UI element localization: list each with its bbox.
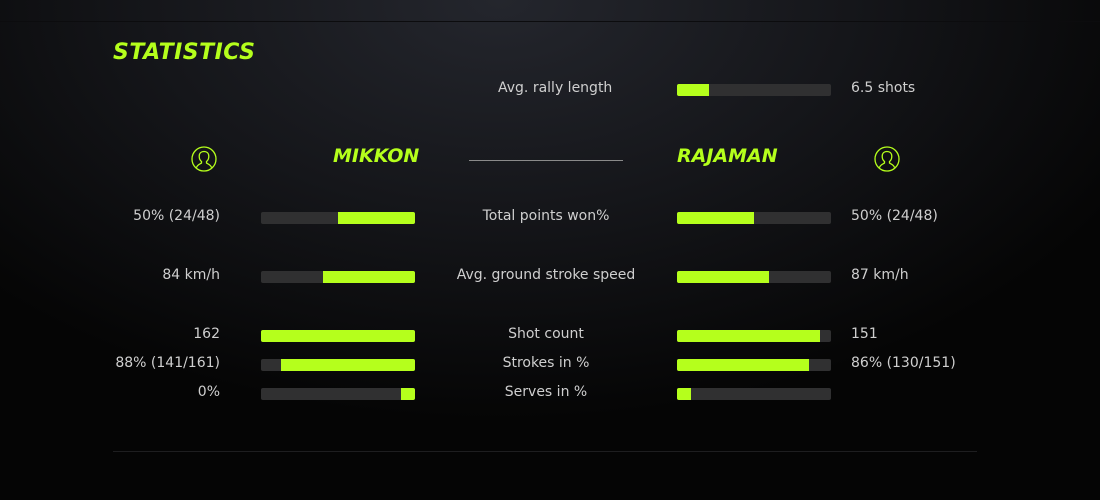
rally-bar-fill [677,84,710,96]
stat-label: Strokes in % [502,355,590,371]
user-icon [191,146,217,172]
stat-label: Avg. ground stroke speed [456,267,636,283]
stat-right-bar-fill [677,212,754,224]
stat-left-bar-fill [401,388,415,400]
stat-right-bar [677,388,831,400]
stat-left-bar [261,271,415,283]
stat-left-value: 84 km/h [162,267,220,283]
stat-left-value: 162 [193,326,220,342]
stat-right-bar-fill [677,271,770,283]
page-title: STATISTICS [113,40,256,65]
stat-label: Total points won% [482,208,610,224]
stat-right-bar-fill [677,388,691,400]
stat-left-value: 50% (24/48) [133,208,220,224]
player-left-name: MIKKON [333,145,420,167]
stat-left-bar [261,388,415,400]
stat-left-bar-fill [322,271,415,283]
bottom-divider [113,451,977,452]
user-icon [874,146,900,172]
rally-bar [677,84,831,96]
stat-left-bar [261,359,415,371]
stat-right-value: 151 [851,326,878,342]
stat-right-value: 87 km/h [851,267,909,283]
stat-left-value: 88% (141/161) [115,355,220,371]
stat-label: Shot count [508,326,584,342]
header-separator [469,160,623,161]
stat-right-bar-fill [677,359,810,371]
stat-left-bar-fill [261,330,415,342]
stat-right-bar [677,330,831,342]
stat-right-bar-fill [677,330,821,342]
stat-left-bar [261,212,415,224]
stat-left-value: 0% [197,384,220,400]
stat-right-value: 50% (24/48) [851,208,938,224]
stat-label: Serves in % [504,384,588,400]
player-right-name: RAJAMAN [677,145,778,167]
stat-right-bar [677,271,831,283]
rally-value: 6.5 shots [851,80,916,96]
stat-left-bar-fill [338,212,415,224]
stat-left-bar-fill [281,359,415,371]
rally-label: Avg. rally length [498,80,613,96]
stat-right-value: 86% (130/151) [851,355,956,371]
stat-right-bar [677,212,831,224]
stat-left-bar [261,330,415,342]
top-divider [0,21,1100,22]
stat-right-bar [677,359,831,371]
